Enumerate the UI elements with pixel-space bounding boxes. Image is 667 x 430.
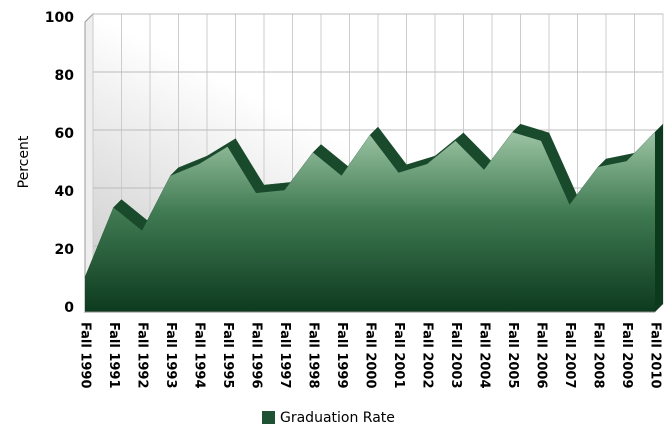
x-tick-label: Fall 2005	[505, 322, 520, 389]
x-tick-label: Fall 1991	[106, 322, 121, 389]
x-tick-label: Fall 2008	[591, 322, 606, 389]
y-tick-label: 20	[55, 242, 75, 258]
x-tick-label: Fall 2000	[363, 322, 378, 389]
area-side	[655, 124, 663, 312]
y-axis-label: Percent	[16, 135, 32, 188]
x-tick-label: Fall 1997	[277, 322, 292, 389]
x-tick-label: Fall 1999	[334, 322, 349, 389]
x-tick-label: Fall 2004	[477, 322, 492, 389]
x-tick-label: Fall 2002	[420, 322, 435, 389]
x-tick-label: Fall 1990	[78, 322, 93, 389]
y-tick-label: 40	[55, 184, 75, 200]
x-tick-label: Fall 1996	[249, 322, 264, 389]
x-tick-label: Fall 1995	[220, 322, 235, 389]
x-tick-label: Fall 1993	[163, 322, 178, 389]
x-tick-label: Fall 2009	[619, 322, 634, 389]
x-tick-label: Fall 2003	[448, 322, 463, 389]
legend-swatch	[262, 411, 275, 424]
x-tick-label: Fall 1998	[306, 322, 321, 389]
x-tick-label: Fall 2006	[534, 322, 549, 389]
legend-label: Graduation Rate	[280, 410, 395, 426]
x-tick-label: Fall 2010	[648, 322, 663, 389]
x-tick-label: Fall 2001	[391, 322, 406, 389]
y-tick-label: 60	[55, 126, 75, 142]
x-tick-label: Fall 2007	[562, 322, 577, 389]
y-tick-label: 0	[64, 300, 74, 316]
area	[85, 132, 655, 312]
x-tick-label: Fall 1992	[135, 322, 150, 389]
y-tick-label: 100	[45, 10, 74, 26]
y-tick-label: 80	[55, 68, 75, 84]
x-tick-label: Fall 1994	[192, 322, 207, 389]
